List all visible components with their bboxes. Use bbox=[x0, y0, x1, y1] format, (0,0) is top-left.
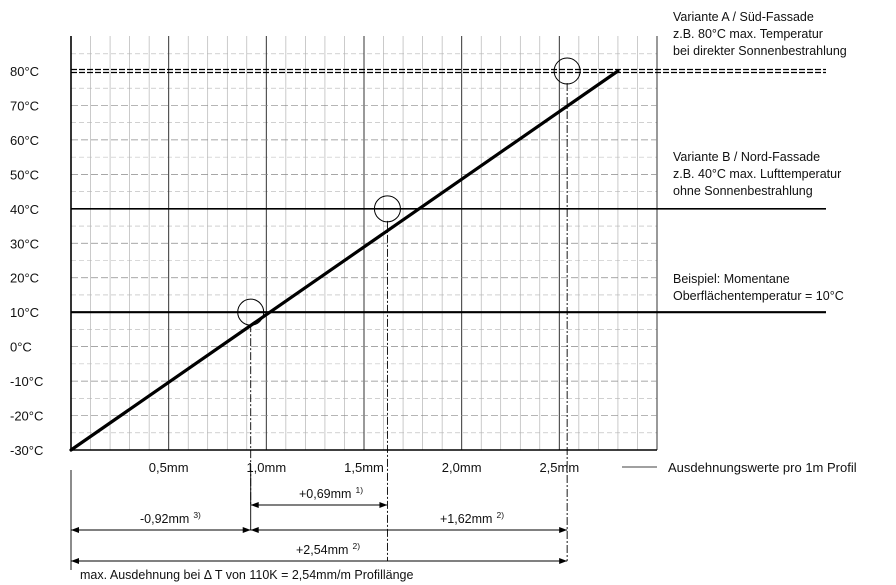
reference-lines bbox=[71, 68, 826, 314]
dimension-footnote: 1) bbox=[355, 485, 363, 495]
y-tick-labels: 80°C 70°C 60°C 50°C 40°C 30°C 20°C 10°C 0°C -10°C… bbox=[10, 64, 43, 458]
point-marker-2 bbox=[553, 57, 581, 85]
annotation-line: z.B. 40°C max. Lufttemperatur bbox=[673, 167, 841, 181]
dimension-arrow bbox=[379, 502, 388, 508]
dimension-label-2: +1,62mm 2) bbox=[440, 510, 504, 526]
annotation-line: Variante B / Nord-Fassade bbox=[673, 150, 820, 164]
dimension-footnote: 2) bbox=[496, 510, 504, 520]
chart-caption: max. Ausdehnung bei Δ T von 110K = 2,54m… bbox=[80, 568, 413, 582]
y-tick-label: 60°C bbox=[10, 133, 39, 148]
y-tick-label: -20°C bbox=[10, 409, 43, 424]
dimension-footnote: 2) bbox=[352, 541, 360, 551]
dimension-value: +1,62mm bbox=[440, 512, 492, 526]
annotation-line: z.B. 80°C max. Temperatur bbox=[673, 27, 823, 41]
dimension-arrow bbox=[250, 527, 259, 533]
series-layer bbox=[69, 57, 620, 452]
y-tick-label: 50°C bbox=[10, 167, 39, 182]
annotations: Variante A / Süd-Fassade z.B. 80°C max. T… bbox=[673, 10, 847, 303]
x-tick-labels: 0,5mm 1,0mm 1,5mm 2,0mm 2,5mm Ausdehnungswert… bbox=[149, 460, 857, 475]
y-tick-label: -10°C bbox=[10, 374, 43, 389]
series-line-0 bbox=[69, 69, 620, 452]
dimension-arrow bbox=[559, 558, 568, 564]
annotation-line: ohne Sonnenbestrahlung bbox=[673, 184, 813, 198]
dimension-lines: +0,69mm 1) -0,92mm 3) +1,62mm 2) +2,54mm 2) bbox=[70, 470, 568, 570]
dimension-value: +0,69mm bbox=[299, 487, 351, 501]
dimension-arrow bbox=[250, 502, 259, 508]
y-tick-label: 30°C bbox=[10, 236, 39, 251]
x-tick-label: 2,0mm bbox=[442, 460, 482, 475]
y-tick-label: 80°C bbox=[10, 64, 39, 79]
y-tick-label: 20°C bbox=[10, 271, 39, 286]
y-tick-label: 10°C bbox=[10, 305, 39, 320]
y-tick-label: 40°C bbox=[10, 202, 39, 217]
dimension-label-0: +0,69mm 1) bbox=[299, 485, 363, 501]
major-grid bbox=[71, 36, 658, 450]
dimension-arrow bbox=[559, 527, 568, 533]
x-tick-label: 1,5mm bbox=[344, 460, 384, 475]
x-tick-label: 2,5mm bbox=[539, 460, 579, 475]
dimension-value: -0,92mm bbox=[140, 512, 189, 526]
annotation-line: Variante A / Süd-Fassade bbox=[673, 10, 814, 24]
x-tick-label: 0,5mm bbox=[149, 460, 189, 475]
dimension-arrow bbox=[71, 527, 79, 533]
y-tick-label: 0°C bbox=[10, 340, 32, 355]
dimension-value: +2,54mm bbox=[296, 543, 348, 557]
dimension-arrow bbox=[242, 527, 251, 533]
annotation-line: bei direkter Sonnenbestrahlung bbox=[673, 44, 847, 58]
dimension-footnote: 3) bbox=[193, 510, 201, 520]
y-tick-label: -30°C bbox=[10, 443, 43, 458]
point-marker-0 bbox=[237, 298, 265, 326]
dimension-label-1: -0,92mm 3) bbox=[140, 510, 201, 526]
x-tick-label: 1,0mm bbox=[246, 460, 286, 475]
point-marker-1 bbox=[373, 195, 401, 223]
x-axis-label: Ausdehnungswerte pro 1m Profil bbox=[668, 460, 857, 475]
dimension-arrow bbox=[71, 558, 79, 564]
y-tick-label: 70°C bbox=[10, 98, 39, 113]
annotation-line: Oberflächentemperatur = 10°C bbox=[673, 289, 844, 303]
annotation-line: Beispiel: Momentane bbox=[673, 272, 790, 286]
axes bbox=[70, 36, 657, 451]
dimension-label-3: +2,54mm 2) bbox=[296, 541, 360, 557]
